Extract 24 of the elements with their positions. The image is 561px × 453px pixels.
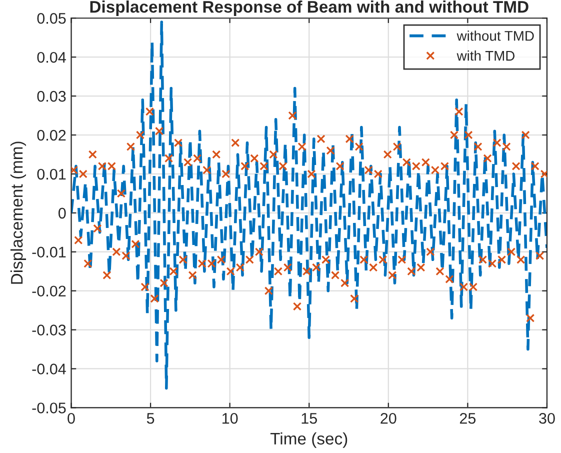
legend-label: with TMD — [456, 50, 515, 61]
y-tick-label: 0.02 — [37, 130, 66, 141]
y-tick-label: -0.03 — [32, 324, 66, 336]
x-tick-label: 25 — [460, 412, 476, 424]
y-tick-label: 0 — [58, 208, 66, 219]
y-tick-label: 0.03 — [37, 90, 66, 102]
y-tick-label: -0.01 — [32, 246, 66, 258]
x-tick-label: 15 — [302, 413, 317, 424]
y-tick-label: 0.04 — [37, 52, 66, 63]
y-tick-label: -0.02 — [32, 286, 66, 297]
x-tick-label: 0 — [68, 412, 75, 424]
y-tick-label: 0.01 — [37, 168, 66, 180]
y-tick-label: 0.05 — [37, 12, 66, 24]
y-axis-title: Displacement (mm) — [10, 142, 26, 284]
chart-title: Displacement Response of Beam with and without TMD — [90, 0, 528, 16]
x-tick-label: 5 — [146, 413, 154, 424]
x-tick-label: 10 — [222, 412, 238, 424]
y-tick-label: -0.04 — [32, 364, 66, 374]
y-tick-label: -0.05 — [32, 402, 66, 414]
x-axis-title: Time (sec) — [270, 432, 348, 448]
x-tick-label: 20 — [380, 412, 396, 424]
legend-label: without TMD — [456, 30, 534, 41]
x-tick-label: 30 — [539, 412, 555, 424]
line-series — [71, 20, 547, 390]
